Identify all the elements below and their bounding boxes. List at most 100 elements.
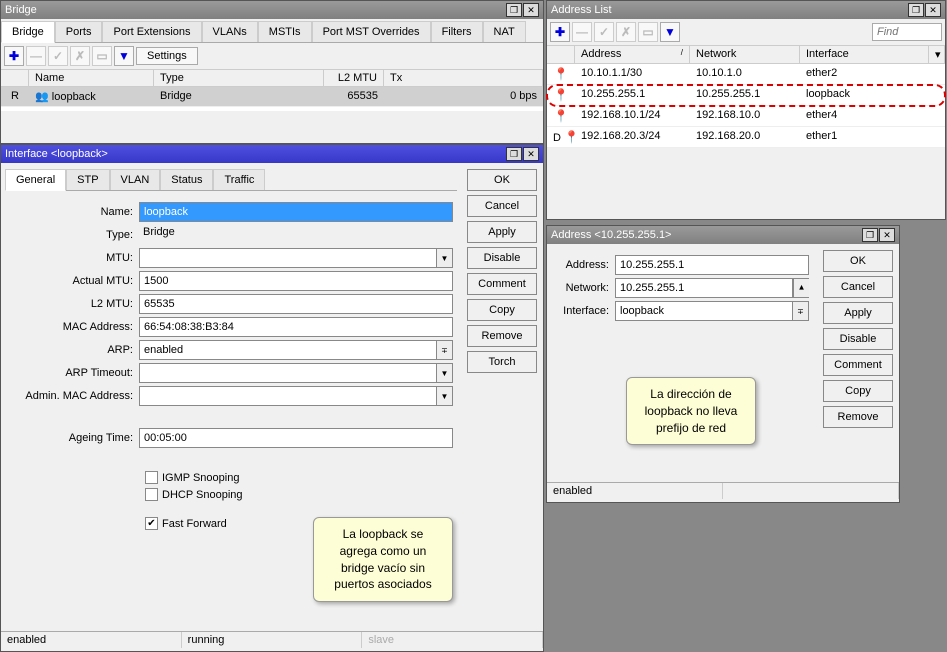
fast-fwd-checkbox[interactable]: ✔ — [145, 517, 158, 530]
table-row[interactable]: 📍 192.168.10.1/24 192.168.10.0 ether4 — [547, 106, 945, 127]
tab-ports[interactable]: Ports — [55, 21, 103, 42]
dropdown-icon[interactable]: ∓ — [437, 340, 453, 360]
interface-field[interactable] — [615, 301, 793, 321]
label-arp-timeout: ARP Timeout: — [9, 367, 139, 379]
arp-timeout-field[interactable] — [139, 363, 437, 383]
remove-button[interactable]: Remove — [823, 406, 893, 428]
dhcp-checkbox[interactable] — [145, 488, 158, 501]
col-l2mtu[interactable]: L2 MTU — [324, 70, 384, 86]
admin-mac-field[interactable] — [139, 386, 437, 406]
mac-field[interactable] — [139, 317, 453, 337]
disable-button[interactable]: ✗ — [616, 22, 636, 42]
ok-button[interactable]: OK — [467, 169, 537, 191]
address-titlebar[interactable]: Address <10.255.255.1> ❐ ✕ — [547, 226, 899, 244]
window-restore-icon[interactable]: ❐ — [862, 228, 878, 242]
label-arp: ARP: — [9, 344, 139, 356]
add-button[interactable]: ✚ — [550, 22, 570, 42]
tab-status[interactable]: Status — [160, 169, 213, 190]
chevron-down-icon[interactable]: ▼ — [437, 363, 453, 383]
igmp-checkbox[interactable] — [145, 471, 158, 484]
remove-button[interactable]: — — [572, 22, 592, 42]
filter-icon[interactable]: ▼ — [660, 22, 680, 42]
comment-button[interactable]: Comment — [467, 273, 537, 295]
chevron-down-icon[interactable]: ▼ — [437, 386, 453, 406]
remove-button[interactable]: Remove — [467, 325, 537, 347]
callout-loopback-prefix: La dirección de loopback no lleva prefij… — [626, 377, 756, 445]
copy-button[interactable]: Copy — [467, 299, 537, 321]
col-menu[interactable]: ▾ — [929, 46, 945, 63]
label-name: Name: — [9, 206, 139, 218]
window-restore-icon[interactable]: ❐ — [506, 147, 522, 161]
dropdown-icon[interactable]: ∓ — [793, 301, 809, 321]
chevron-down-icon[interactable]: ▼ — [437, 248, 453, 268]
col-type[interactable]: Type — [154, 70, 324, 86]
tab-vlans[interactable]: VLANs — [202, 21, 258, 42]
comment-button[interactable]: ▭ — [638, 22, 658, 42]
tab-traffic[interactable]: Traffic — [213, 169, 265, 190]
close-icon[interactable]: ✕ — [925, 3, 941, 17]
enable-button[interactable]: ✓ — [48, 46, 68, 66]
enable-button[interactable]: ✓ — [594, 22, 614, 42]
tab-bridge[interactable]: Bridge — [1, 21, 55, 43]
address-list-titlebar[interactable]: Address List ❐ ✕ — [547, 1, 945, 19]
filter-icon[interactable]: ▼ — [114, 46, 134, 66]
add-button[interactable]: ✚ — [4, 46, 24, 66]
table-row-highlighted[interactable]: 📍 10.255.255.1 10.255.255.1 loopback — [547, 85, 945, 106]
address-field[interactable] — [615, 255, 809, 275]
bridge-titlebar[interactable]: Bridge ❐ ✕ — [1, 1, 543, 19]
torch-button[interactable]: Torch — [467, 351, 537, 373]
col-network[interactable]: Network — [690, 46, 800, 63]
network-field[interactable] — [615, 278, 793, 298]
chevron-up-icon[interactable]: ▼ — [793, 278, 809, 298]
disable-button[interactable]: Disable — [467, 247, 537, 269]
apply-button[interactable]: Apply — [823, 302, 893, 324]
col-marker[interactable] — [1, 70, 29, 86]
name-field[interactable] — [139, 202, 453, 222]
col-name[interactable]: Name — [29, 70, 154, 86]
tab-filters[interactable]: Filters — [431, 21, 483, 42]
window-restore-icon[interactable]: ❐ — [908, 3, 924, 17]
table-row[interactable]: R 👥 loopback Bridge 65535 0 bps — [1, 87, 543, 107]
interface-titlebar[interactable]: Interface <loopback> ❐ ✕ — [1, 145, 543, 163]
l2mtu-field[interactable] — [139, 294, 453, 314]
apply-button[interactable]: Apply — [467, 221, 537, 243]
close-icon[interactable]: ✕ — [523, 3, 539, 17]
comment-button[interactable]: ▭ — [92, 46, 112, 66]
tab-mstis[interactable]: MSTIs — [258, 21, 312, 42]
cancel-button[interactable]: Cancel — [467, 195, 537, 217]
disable-button[interactable]: ✗ — [70, 46, 90, 66]
copy-button[interactable]: Copy — [823, 380, 893, 402]
ok-button[interactable]: OK — [823, 250, 893, 272]
users-icon: 👥 — [35, 91, 49, 103]
status-slave: slave — [362, 632, 543, 648]
table-row[interactable]: D 📍 192.168.20.3/24 192.168.20.0 ether1 — [547, 127, 945, 148]
tab-port-extensions[interactable]: Port Extensions — [102, 21, 201, 42]
settings-button[interactable]: Settings — [136, 47, 198, 65]
label-interface: Interface: — [555, 305, 615, 317]
table-row[interactable]: 📍 10.10.1.1/30 10.10.1.0 ether2 — [547, 64, 945, 85]
ageing-field[interactable] — [139, 428, 453, 448]
tab-general[interactable]: General — [5, 169, 66, 191]
close-icon[interactable]: ✕ — [879, 228, 895, 242]
bridge-table-body: R 👥 loopback Bridge 65535 0 bps — [1, 87, 543, 111]
actual-mtu-field[interactable] — [139, 271, 453, 291]
arp-field[interactable] — [139, 340, 437, 360]
bridge-title: Bridge — [5, 4, 37, 16]
col-tx[interactable]: Tx — [384, 70, 543, 86]
close-icon[interactable]: ✕ — [523, 147, 539, 161]
callout-loopback-bridge: La loopback se agrega como un bridge vac… — [313, 517, 453, 602]
find-input[interactable] — [872, 23, 942, 41]
col-interface[interactable]: Interface — [800, 46, 929, 63]
disable-button[interactable]: Disable — [823, 328, 893, 350]
col-marker[interactable] — [547, 46, 575, 63]
tab-vlan[interactable]: VLAN — [110, 169, 161, 190]
mtu-field[interactable] — [139, 248, 437, 268]
col-address[interactable]: Address/ — [575, 46, 690, 63]
tab-nat[interactable]: NAT — [483, 21, 526, 42]
tab-port-mst-overrides[interactable]: Port MST Overrides — [312, 21, 431, 42]
window-restore-icon[interactable]: ❐ — [506, 3, 522, 17]
comment-button[interactable]: Comment — [823, 354, 893, 376]
tab-stp[interactable]: STP — [66, 169, 109, 190]
cancel-button[interactable]: Cancel — [823, 276, 893, 298]
remove-button[interactable]: — — [26, 46, 46, 66]
